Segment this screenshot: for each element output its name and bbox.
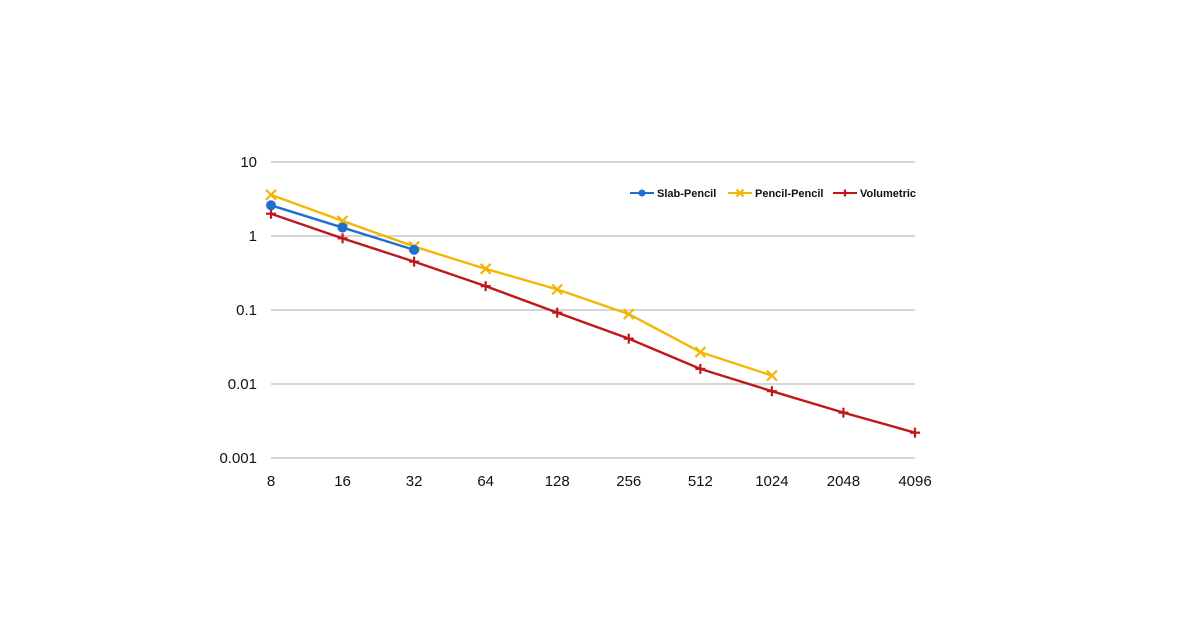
point-pencil-pencil-512-stroke-b: [694, 346, 707, 358]
gridlines: [271, 161, 915, 459]
point-volumetric-64: [480, 281, 491, 292]
legend: Slab-Pencil Pencil-Pencil Volumetric: [630, 188, 916, 200]
point-volumetric-1024: [766, 386, 777, 397]
point-pencil-pencil-64-stroke-b: [479, 263, 492, 275]
x-tick-label-2: 32: [406, 473, 423, 490]
y-tick-labels: 0.001 0.01 0.1 1 10: [219, 154, 257, 467]
x-tick-label-0: 8: [267, 473, 275, 490]
point-slab-pencil-32: [409, 244, 420, 255]
point-pencil-pencil-256: [622, 308, 635, 320]
legend-marker-glyph-pencil-pencil-stroke-b: [735, 188, 745, 198]
y-tick-label-0: 0.001: [219, 450, 257, 467]
point-volumetric-128: [552, 307, 563, 318]
point-slab-pencil-8: [266, 200, 276, 211]
point-pencil-pencil-8: [265, 189, 277, 201]
point-volumetric-4096: [910, 427, 920, 438]
legend-marker-volumetric: [841, 189, 849, 197]
point-pencil-pencil-8-stroke-b: [265, 189, 277, 201]
series-pencil-pencil: [265, 189, 778, 382]
legend-marker-pencil-pencil: [735, 188, 745, 198]
y-tick-label-4: 10: [240, 154, 257, 171]
series-line-pencil-pencil: [270, 193, 773, 377]
x-tick-label-1: 16: [334, 473, 351, 490]
legend-marker-glyph-volumetric: [841, 189, 849, 197]
legend-marker-glyph-pencil-pencil: [735, 188, 745, 198]
point-volumetric-2048: [838, 407, 849, 418]
point-volumetric-512: [695, 363, 706, 374]
point-pencil-pencil-64: [479, 263, 492, 275]
series-line-volumetric: [270, 212, 916, 434]
point-pencil-pencil-1024-stroke-b: [766, 369, 778, 382]
legend-item-volumetric: Volumetric: [833, 188, 916, 200]
legend-label-volumetric: Volumetric: [860, 188, 916, 200]
y-tick-label-3: 1: [249, 228, 257, 245]
x-tick-label-8: 2048: [827, 473, 860, 490]
point-pencil-pencil-256-stroke-b: [622, 308, 635, 320]
legend-label-slab-pencil: Slab-Pencil: [657, 188, 716, 200]
point-pencil-pencil-128: [551, 283, 564, 296]
y-tick-label-1: 0.01: [228, 376, 257, 393]
point-volumetric-256: [623, 333, 634, 344]
series-slab-pencil: [266, 200, 420, 255]
point-volumetric-16: [337, 233, 348, 244]
point-volumetric-8: [266, 208, 276, 219]
x-tick-label-3: 64: [477, 473, 494, 490]
x-tick-label-6: 512: [688, 473, 713, 490]
y-tick-label-2: 0.1: [236, 302, 257, 319]
series-volumetric: [266, 208, 920, 438]
legend-item-slab-pencil: Slab-Pencil: [630, 188, 716, 200]
x-tick-label-4: 128: [545, 473, 570, 490]
x-tick-labels: 8 16 32 64 128 256 512 1024 2048 4096: [267, 473, 932, 490]
point-pencil-pencil-128-stroke-b: [551, 283, 564, 296]
legend-item-pencil-pencil: Pencil-Pencil: [728, 188, 823, 200]
point-pencil-pencil-1024: [766, 369, 778, 382]
legend-marker-slab-pencil: [638, 189, 646, 197]
point-slab-pencil-16: [337, 222, 348, 233]
series-lines: [265, 189, 920, 438]
x-tick-label-5: 256: [616, 473, 641, 490]
point-pencil-pencil-512: [694, 346, 707, 358]
legend-label-pencil-pencil: Pencil-Pencil: [755, 188, 823, 200]
x-tick-label-9: 4096: [898, 473, 931, 490]
point-volumetric-32: [409, 256, 420, 267]
x-tick-label-7: 1024: [755, 473, 788, 490]
